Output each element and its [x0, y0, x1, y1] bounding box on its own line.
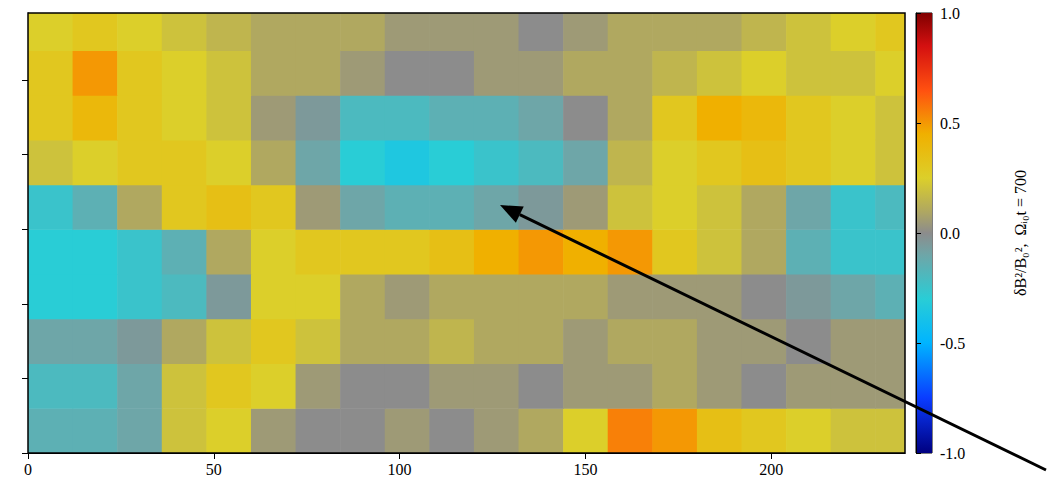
- svg-text:δB²/B₀², Ωᵢ₀t = 700: δB²/B₀², Ωᵢ₀t = 700: [1012, 170, 1029, 296]
- svg-text:50: 50: [206, 461, 222, 478]
- svg-text:0.5: 0.5: [940, 115, 960, 132]
- svg-text:0: 0: [24, 461, 32, 478]
- svg-text:-1.0: -1.0: [940, 445, 965, 462]
- svg-text:100: 100: [388, 461, 412, 478]
- svg-text:150: 150: [573, 461, 597, 478]
- svg-text:0.0: 0.0: [940, 225, 960, 242]
- svg-text:1.0: 1.0: [940, 5, 960, 22]
- svg-text:-0.5: -0.5: [940, 335, 965, 352]
- svg-text:200: 200: [759, 461, 783, 478]
